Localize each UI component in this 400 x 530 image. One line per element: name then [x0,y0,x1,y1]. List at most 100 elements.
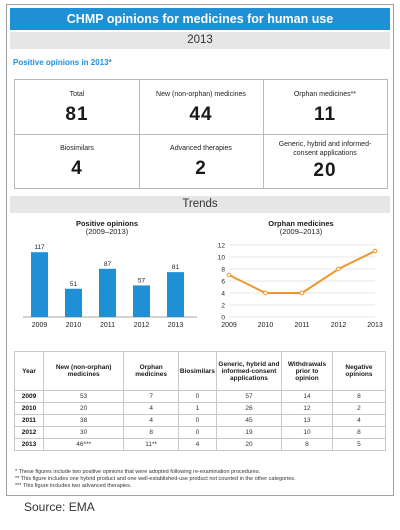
table-cell: 30 [42,426,125,439]
bar [31,252,48,317]
table-cell: 0 [177,426,217,439]
footnotes: * These figures include two positive opi… [15,469,296,490]
bar-value-label: 57 [138,277,146,284]
table-row: 2009 53 7 0 57 14 8 [14,390,387,403]
table-header: Year [14,351,44,391]
table-cell: 20 [42,402,125,415]
page-title: CHMP opinions for medicines for human us… [10,8,390,30]
footnote: ** This figure includes one hybrid produ… [15,476,296,482]
table-cell: 7 [123,390,179,403]
x-tick-label: 2012 [134,322,150,329]
x-tick-label: 2011 [100,322,115,329]
bar [65,288,82,317]
bar [99,268,116,317]
line-chart: 0 2 4 6 8 10 12 2009 2010 2011 2012 2013 [218,243,383,330]
infographic-frame: CHMP opinions for medicines for human us… [6,4,394,496]
table-cell: 46*** [42,438,125,451]
positive-opinions-heading: Positive opinions in 2013* [13,58,112,67]
stat-total: Total 81 [15,80,140,135]
stat-orphan-medicines: Orphan medicines** 11 [263,80,387,135]
table-cell: 4 [331,414,387,427]
table-cell: 10 [280,426,333,439]
table-header: New (non-orphan) medicines [42,351,125,391]
table-cell: 2011 [14,414,44,427]
table-cell: 4 [177,438,217,451]
table-cell: 2 [331,402,387,415]
bar-chart: 117 2009 51 2010 87 2011 57 2012 81 2013 [23,244,197,329]
table-cell: 20 [215,438,282,451]
x-tick-label: 2010 [258,322,274,329]
stats-grid: Total 81 New (non-orphan) medicines 44 O… [14,79,388,189]
y-tick-label: 12 [218,243,226,250]
table-cell: 19 [215,426,282,439]
stat-value: 81 [65,104,89,125]
footnote: * These figures include two positive opi… [15,469,261,475]
table-cell: 0 [177,414,217,427]
y-tick-label: 4 [221,291,225,298]
stat-value: 2 [195,158,207,179]
table-header: Orphan medicines [123,351,179,391]
table-cell: 8 [280,438,333,451]
table-header: Withdrawals prior to opinion [280,351,333,391]
y-tick-label: 6 [221,279,225,286]
table-cell: 13 [280,414,333,427]
table-cell: 57 [215,390,282,403]
table-cell: 8 [331,426,387,439]
table-cell: 45 [215,414,282,427]
bar-chart-title: Positive opinions [75,219,139,228]
data-point [336,266,341,272]
bar-value-label: 117 [34,244,45,251]
table-cell: 12 [280,402,333,415]
table-row: 2011 38 4 0 45 13 4 [14,414,387,427]
stat-value: 11 [313,104,337,125]
table-cell: 1 [177,402,217,415]
bar-value-label: 87 [104,261,112,268]
y-tick-label: 10 [218,255,226,262]
trends-band: Trends [10,196,390,213]
table-cell: 0 [177,390,217,403]
table-cell: 14 [280,390,333,403]
table-header: Generic, hybrid and informed-consent app… [215,351,282,391]
table-row: 2013 46*** 11** 4 20 8 5 [14,438,387,451]
bar [167,272,184,317]
x-tick-label: 2010 [66,322,82,329]
data-point [226,272,232,278]
data-point [299,290,305,296]
stat-new-medicines: New (non-orphan) medicines 44 [139,80,264,135]
table-cell: 11** [123,438,179,451]
stat-label: Biosimilars [60,145,94,152]
table-cell: 53 [42,390,125,403]
bar-value-label: 51 [70,281,78,288]
bar [133,285,150,317]
stat-label: Generic, hybrid and informed-consent app… [278,141,372,157]
stat-label: Total [69,91,85,98]
stat-value: 4 [71,158,83,179]
y-tick-label: 8 [221,267,225,274]
line-chart-title: Orphan medicines [268,219,334,228]
table-cell: 38 [42,414,125,427]
bar-value-label: 81 [172,264,180,271]
table-header-row: Year New (non-orphan) medicines Orphan m… [14,351,387,391]
stat-value: 20 [313,160,337,181]
year-band: 2013 [10,32,390,49]
stat-biosimilars: Biosimilars 4 [15,134,140,188]
table-cell: 4 [123,402,179,415]
bar-chart-subtitle: (2009–2013) [85,227,129,236]
table-header: Biosimilars [177,351,217,391]
table-cell: 4 [123,414,179,427]
x-tick-label: 2013 [367,322,383,329]
table-header: Negative opinions [331,351,387,391]
table-cell: 2009 [14,390,44,403]
table-cell: 26 [215,402,282,415]
stat-advanced-therapies: Advanced therapies 2 [139,134,264,188]
stat-generic: Generic, hybrid and informed-consent app… [263,134,387,188]
x-tick-label: 2011 [294,322,309,329]
x-tick-label: 2012 [331,322,347,329]
table-cell: 2013 [14,438,44,451]
data-point [372,248,378,254]
table-cell: 2012 [14,426,44,439]
table-cell: 8 [123,426,179,439]
x-tick-label: 2013 [168,322,184,329]
stat-label: New (non-orphan) medicines [156,91,246,98]
stat-value: 44 [189,104,213,125]
